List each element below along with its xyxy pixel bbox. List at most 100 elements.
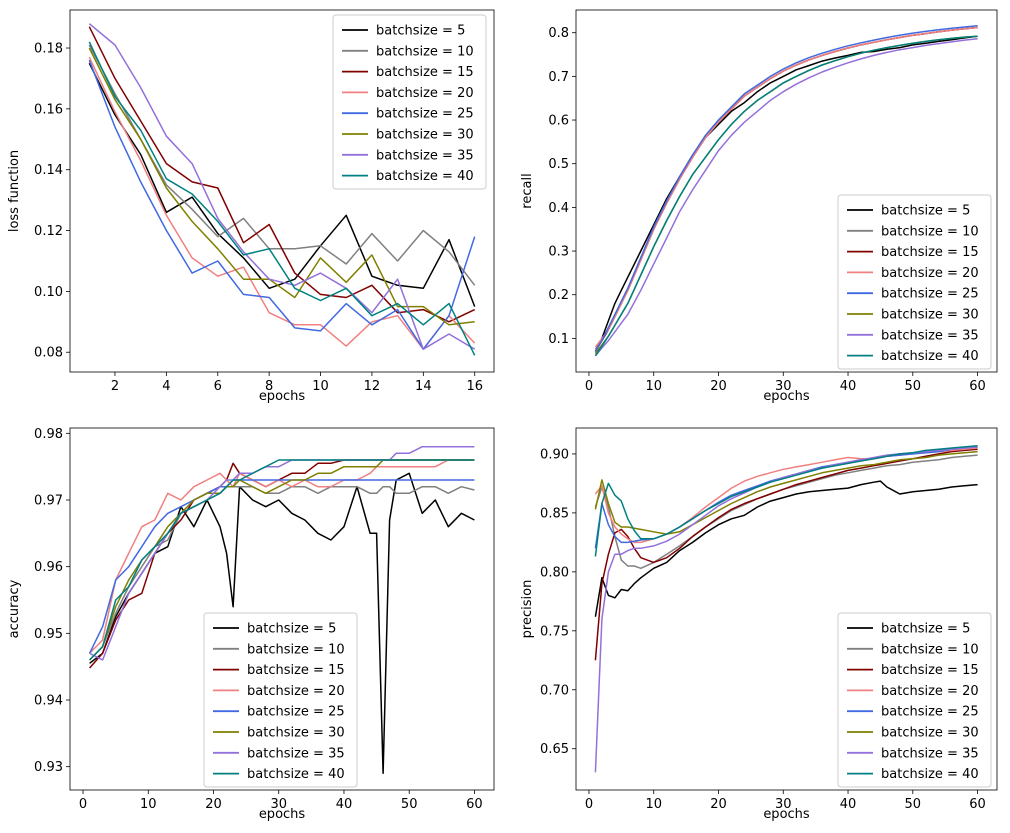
x-tick-label: 16 — [466, 379, 483, 394]
legend-item: batchsize = 10 — [847, 642, 979, 657]
legend-label: batchsize = 5 — [881, 622, 970, 637]
legend-label: batchsize = 5 — [881, 204, 970, 219]
legend-item: batchsize = 35 — [847, 746, 979, 761]
legend-label: batchsize = 25 — [247, 705, 345, 720]
legend-label: batchsize = 25 — [881, 287, 979, 302]
y-tick-label: 0.14 — [34, 163, 63, 178]
legend-item: batchsize = 25 — [847, 287, 979, 302]
x-tick-label: 10 — [645, 797, 662, 812]
x-tick-label: 60 — [969, 379, 986, 394]
legend-label: batchsize = 30 — [247, 726, 345, 741]
y-tick-label: 0.18 — [34, 42, 63, 57]
series-line-accuracy-4 — [88, 479, 475, 654]
x-tick-label: 20 — [205, 797, 222, 812]
legend-label: batchsize = 30 — [881, 726, 979, 741]
legend-label: batchsize = 25 — [376, 107, 474, 122]
legend-item: batchsize = 30 — [847, 308, 979, 323]
plot-frame — [575, 9, 998, 373]
x-axis-label: epochs — [259, 807, 306, 822]
x-axis-label: epochs — [259, 389, 306, 404]
y-axis-label: accuracy — [7, 579, 22, 638]
y-tick-label: 0.08 — [34, 346, 63, 361]
legend-label: batchsize = 35 — [247, 746, 345, 761]
legend-label: batchsize = 40 — [881, 349, 979, 364]
legend-box — [203, 612, 358, 788]
x-tick-label: 8 — [265, 379, 273, 394]
legend-item: batchsize = 20 — [213, 684, 345, 699]
y-tick-label: 0.96 — [34, 560, 63, 575]
y-tick-label: 0.16 — [34, 102, 63, 117]
x-tick-label: 40 — [840, 379, 857, 394]
y-axis-label: loss function — [7, 150, 22, 232]
legend: batchsize = 5 batchsize = 10 batchsize = 1… — [332, 14, 487, 190]
legend-label: batchsize = 10 — [247, 642, 345, 657]
y-tick-label: 0.85 — [540, 506, 569, 521]
series-line-accuracy-7 — [89, 459, 475, 661]
legend-item: batchsize = 10 — [342, 44, 474, 59]
legend-item: batchsize = 5 — [847, 622, 970, 637]
series-line-precision-2 — [594, 448, 978, 661]
x-tick-label: 40 — [336, 797, 353, 812]
y-tick-label: 0.6 — [548, 114, 569, 129]
legend-label: batchsize = 10 — [376, 44, 474, 59]
legend-item: batchsize = 15 — [847, 245, 979, 260]
legend-label: batchsize = 30 — [881, 308, 979, 323]
x-tick-label: 60 — [969, 797, 986, 812]
legend-label: batchsize = 35 — [376, 148, 474, 163]
series-line-recall-7 — [594, 35, 978, 357]
y-tick-label: 0.2 — [548, 288, 569, 303]
series-line-loss-7 — [88, 41, 476, 356]
y-tick-label: 0.94 — [34, 694, 63, 709]
series-line-precision-4 — [594, 446, 978, 549]
series-line-recall-4 — [594, 24, 978, 352]
legend-item: batchsize = 15 — [342, 65, 474, 80]
x-tick-label: 50 — [905, 379, 922, 394]
legend-item: batchsize = 25 — [213, 705, 345, 720]
legend-item: batchsize = 20 — [847, 684, 979, 699]
legend-box — [837, 612, 992, 788]
y-tick-label: 0.3 — [548, 245, 569, 260]
legend-label: batchsize = 15 — [881, 245, 979, 260]
y-tick-label: 0.97 — [34, 494, 63, 509]
legend-item: batchsize = 30 — [342, 128, 474, 143]
x-tick-label: 14 — [415, 379, 432, 394]
series-line-loss-0 — [88, 62, 476, 307]
series-line-recall-0 — [594, 35, 978, 352]
x-tick-label: 12 — [364, 379, 381, 394]
x-tick-label: 30 — [775, 797, 792, 812]
plot-frame — [69, 9, 495, 373]
legend-label: batchsize = 40 — [881, 767, 979, 782]
x-tick-label: 60 — [466, 797, 483, 812]
x-tick-label: 50 — [905, 797, 922, 812]
legend-label: batchsize = 15 — [376, 65, 474, 80]
legend: batchsize = 5 batchsize = 10 batchsize = 1… — [203, 612, 358, 788]
legend-item: batchsize = 40 — [342, 169, 474, 184]
y-tick-label: 0.65 — [540, 742, 569, 757]
series-line-precision-5 — [594, 450, 978, 535]
x-tick-label: 10 — [312, 379, 329, 394]
plot-frame — [69, 427, 495, 791]
series-line-loss-3 — [88, 56, 476, 350]
x-tick-label: 0 — [79, 797, 87, 812]
legend: batchsize = 5 batchsize = 10 batchsize = 1… — [837, 194, 992, 370]
y-tick-label: 0.75 — [540, 624, 569, 639]
series-line-precision-1 — [594, 454, 978, 570]
x-tick-label: 10 — [140, 797, 157, 812]
x-tick-label: 4 — [162, 379, 170, 394]
legend-item: batchsize = 10 — [847, 224, 979, 239]
y-axis-label: precision — [520, 580, 535, 639]
x-tick-label: 20 — [710, 797, 727, 812]
legend-label: batchsize = 35 — [881, 328, 979, 343]
y-tick-label: 0.5 — [548, 157, 569, 172]
x-tick-label: 6 — [214, 379, 222, 394]
legend-label: batchsize = 20 — [881, 684, 979, 699]
x-tick-label: 40 — [840, 797, 857, 812]
legend-item: batchsize = 25 — [342, 107, 474, 122]
y-tick-label: 0.80 — [540, 565, 569, 580]
series-line-precision-7 — [594, 444, 978, 557]
x-tick-label: 30 — [270, 797, 287, 812]
legend-label: batchsize = 35 — [881, 746, 979, 761]
legend-item: batchsize = 10 — [213, 642, 345, 657]
chart-panel-loss: 2 4 6 8 10 12 14 16 0.08 0.10 0.12 0.14 0.16 0.18 epoc… — [7, 9, 495, 404]
